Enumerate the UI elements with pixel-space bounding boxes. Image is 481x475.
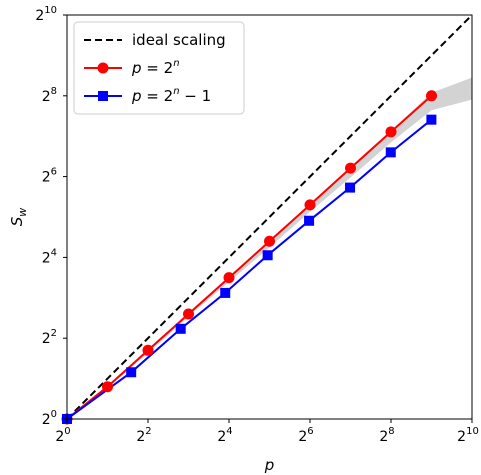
data-point-square [304, 215, 315, 226]
series-line-1 [67, 95, 433, 419]
data-point-square [175, 323, 186, 334]
x-tick-label: 20 [55, 426, 70, 445]
y-tick-label: 20 [42, 409, 57, 428]
legend-box [73, 21, 245, 115]
data-point-circle [426, 90, 437, 102]
plot-frame [66, 14, 473, 420]
x-axis-label: p [264, 456, 275, 474]
data-point-circle [264, 235, 275, 247]
y-tick-label: 26 [42, 167, 57, 186]
x-tick-label: 22 [136, 426, 151, 445]
data-point-square [345, 182, 356, 193]
y-tick-label: 22 [42, 328, 57, 347]
legend-label-2: p = 2n − 1 [131, 86, 211, 105]
data-point-circle [102, 381, 113, 393]
y-axis-label: Sw [8, 208, 29, 227]
x-tick-label: 210 [457, 426, 479, 445]
x-tick-label: 26 [298, 426, 313, 445]
x-tick-label: 28 [379, 426, 394, 445]
data-point-square [126, 367, 137, 378]
data-point-circle [142, 344, 154, 356]
y-tick-label: 210 [35, 5, 57, 24]
data-point-circle [304, 199, 316, 211]
y-tick-label: 24 [42, 247, 57, 266]
legend-label-1: p = 2n [131, 58, 180, 77]
shaded-band [67, 77, 472, 419]
x-tick-label: 24 [217, 426, 232, 445]
data-point-square [385, 147, 396, 158]
series-line-0 [67, 15, 472, 419]
data-point-circle [345, 162, 356, 174]
data-point-square [220, 287, 231, 298]
data-point-square [262, 250, 273, 261]
data-point-circle [223, 272, 235, 284]
plot-area [61, 15, 472, 425]
data-point-square [426, 114, 437, 125]
legend-marker-square [98, 91, 108, 101]
axes: 20 22 24 26 28 210 20 22 24 26 28 210 p Sw [8, 5, 479, 474]
y-tick-label: 28 [42, 86, 57, 105]
legend-marker-circle [97, 62, 109, 74]
legend-label-0: ideal scaling [132, 31, 226, 49]
legend: ideal scaling p = 2n p = 2n − 1 [73, 21, 245, 115]
data-point-circle [385, 126, 397, 138]
data-point-circle [183, 308, 194, 320]
